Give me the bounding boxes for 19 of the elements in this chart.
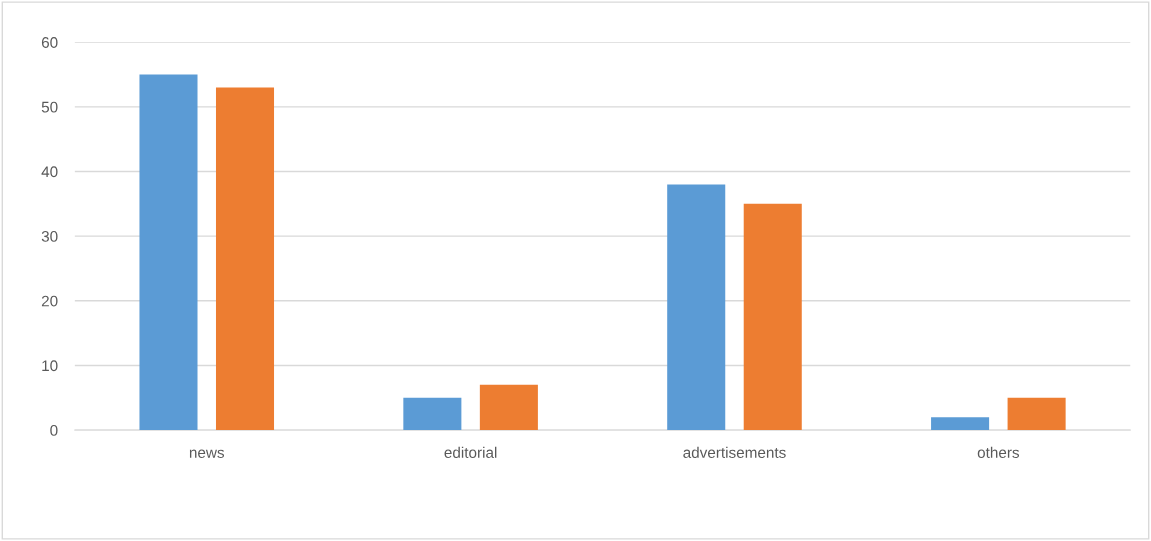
bar: [479, 384, 538, 431]
bar: [743, 203, 802, 431]
x-tick-label: others: [977, 446, 1020, 458]
bar: [403, 397, 462, 431]
bar: [667, 184, 726, 431]
y-tick-label: 60: [41, 37, 58, 48]
x-tick-label: editorial: [444, 446, 497, 458]
y-tick-label: 50: [41, 101, 58, 113]
x-tick-label: advertisements: [683, 446, 786, 458]
y-tick-label: 20: [41, 295, 58, 307]
bar: [215, 87, 275, 431]
x-tick-label: news: [189, 449, 225, 458]
y-tick-label: 40: [41, 166, 58, 178]
bar: [139, 74, 198, 431]
y-tick-label: 30: [41, 231, 58, 242]
y-tick-label: 0: [50, 424, 58, 436]
bar: [1007, 397, 1066, 431]
y-tick-label: 10: [42, 360, 58, 372]
bar: [931, 417, 990, 431]
